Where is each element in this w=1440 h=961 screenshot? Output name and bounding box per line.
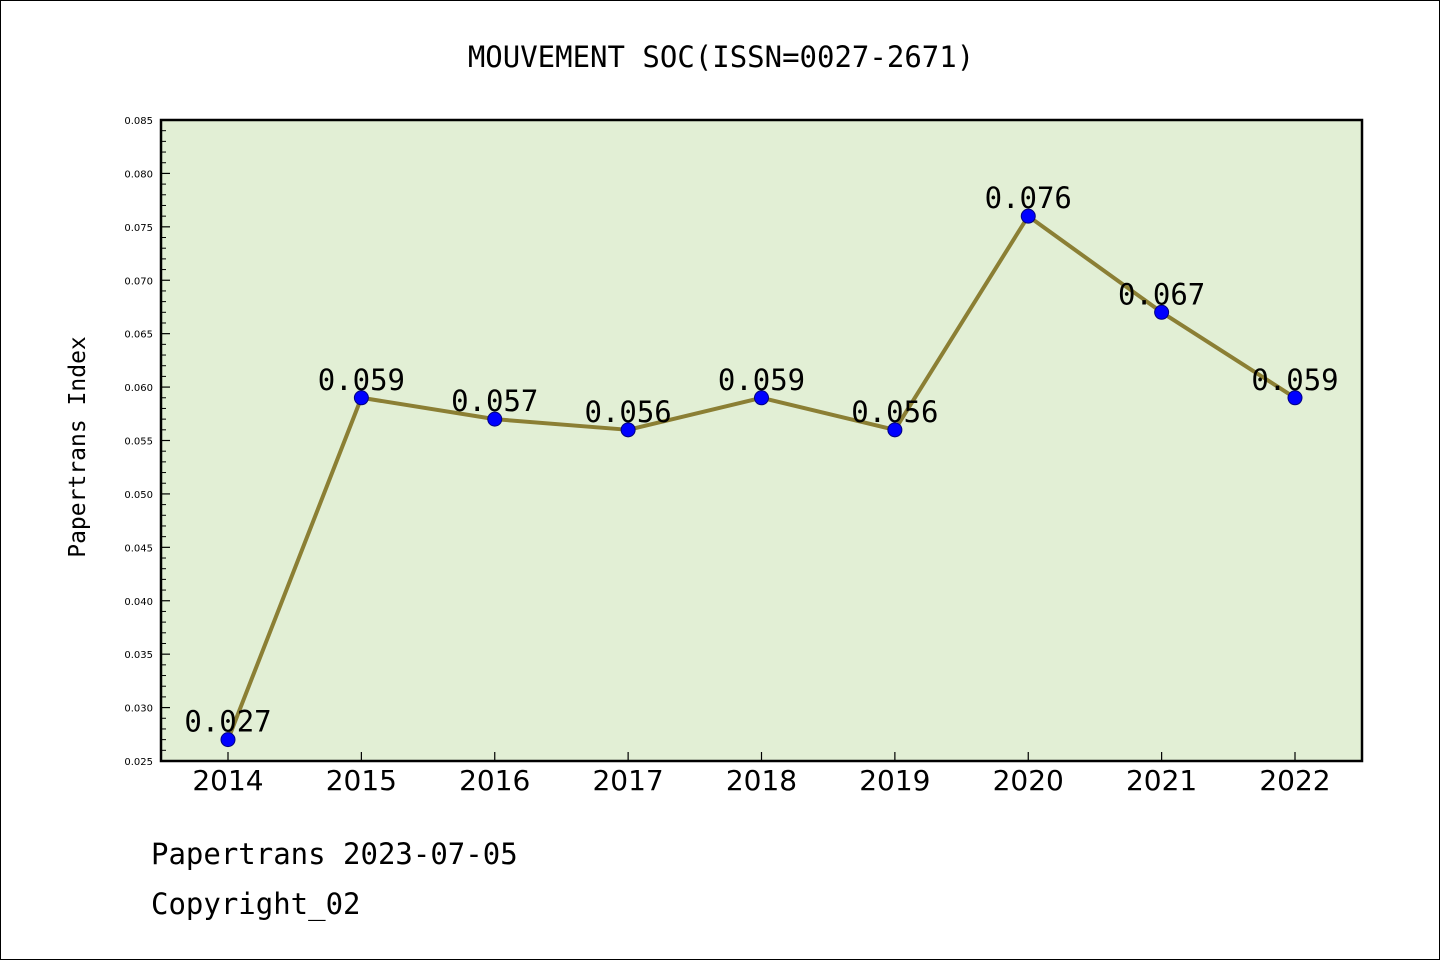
- x-tick-label: 2016: [459, 764, 530, 797]
- x-tick-label: 2014: [192, 764, 263, 797]
- data-labels-group: 0.027 0.059 0.057 0.056 0.059 0.056 0.076 0.067…: [184, 181, 1338, 738]
- y-tick-label: 0.070: [124, 276, 153, 287]
- y-tick-label: 0.065: [124, 330, 153, 341]
- chart-title: MOUVEMENT SOC(ISSN=0027-2671): [468, 40, 974, 74]
- x-tick-label: 2020: [993, 764, 1064, 797]
- x-tick-label: 2017: [592, 764, 663, 797]
- x-tick-label: 2018: [726, 764, 797, 797]
- y-axis-label: Papertrans Index: [65, 336, 91, 558]
- data-point: [887, 422, 903, 438]
- y-tick-label: 0.085: [124, 116, 153, 127]
- y-tick-label: 0.080: [124, 169, 153, 180]
- data-point: [620, 422, 636, 438]
- data-label: 0.059: [718, 363, 805, 397]
- y-tick-label: 0.030: [124, 704, 153, 715]
- markers-group: [220, 208, 1303, 748]
- footer-copyright: Copyright_02: [151, 887, 361, 921]
- data-label: 0.067: [1118, 277, 1205, 311]
- data-label: 0.027: [184, 705, 271, 739]
- y-tick-label: 0.055: [124, 437, 153, 448]
- x-tick-label: 2015: [326, 764, 397, 797]
- data-point: [487, 411, 503, 427]
- y-tick-label: 0.040: [124, 597, 153, 608]
- footer-date: Papertrans 2023-07-05: [151, 837, 518, 871]
- data-label: 0.076: [985, 181, 1072, 215]
- data-point: [1020, 208, 1036, 224]
- x-axis: 2014 2015 2016 2017 2018 2019 2020 2021 2022: [192, 752, 1331, 797]
- y-tick-label: 0.050: [124, 490, 153, 501]
- data-label: 0.059: [1251, 363, 1338, 397]
- data-point: [754, 390, 769, 406]
- data-point: [1287, 390, 1303, 406]
- data-label: 0.057: [451, 384, 538, 418]
- data-label: 0.056: [851, 395, 938, 429]
- x-tick-label: 2022: [1259, 764, 1330, 797]
- data-point: [353, 390, 369, 406]
- y-axis: 0.025 0.030 0.035 0.040 0.045 0.050 0.055 0.060…: [124, 116, 170, 768]
- x-tick-label: 2019: [859, 764, 930, 797]
- y-tick-label: 0.025: [124, 757, 153, 768]
- data-label: 0.059: [318, 363, 405, 397]
- y-tick-label: 0.060: [124, 383, 153, 394]
- data-point: [1154, 304, 1170, 320]
- y-tick-label: 0.045: [124, 543, 153, 554]
- y-tick-label: 0.075: [124, 223, 153, 234]
- data-point: [220, 732, 236, 748]
- plot-area: [159, 118, 1364, 763]
- x-tick-label: 2021: [1126, 764, 1197, 797]
- y-tick-label: 0.035: [124, 650, 153, 661]
- data-label: 0.056: [584, 395, 671, 429]
